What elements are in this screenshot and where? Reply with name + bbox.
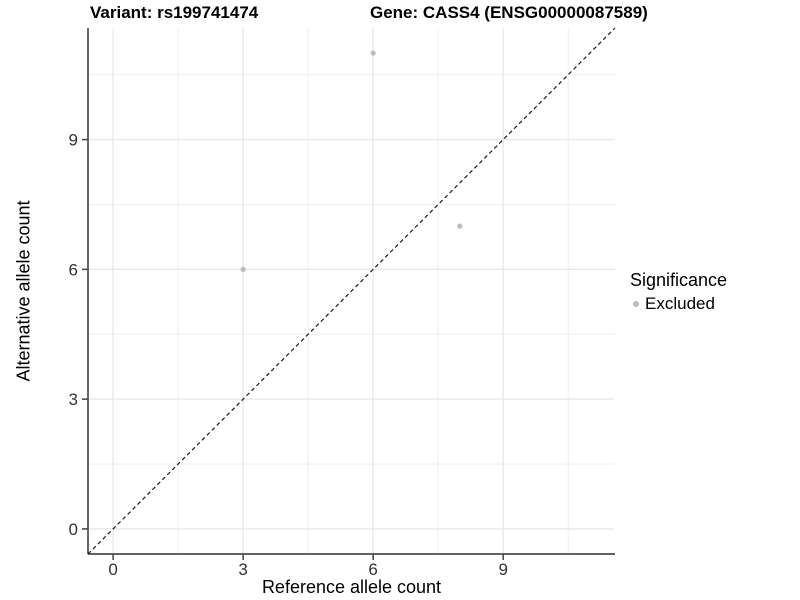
x-axis-title: Reference allele count <box>261 577 442 597</box>
identity-dashed-line <box>87 27 616 555</box>
plot-title-gene: Gene: CASS4 (ENSG00000087589) <box>370 3 648 22</box>
x-tick-label: 3 <box>238 560 247 579</box>
data-point <box>457 223 463 229</box>
legend-item-excluded: Excluded <box>630 294 727 314</box>
x-tick-label: 9 <box>498 560 507 579</box>
plot-title-variant: Variant: rs199741474 <box>90 3 259 22</box>
data-point <box>240 266 246 272</box>
excluded-point-icon <box>633 301 639 307</box>
y-tick-label: 6 <box>69 260 78 279</box>
y-tick-label: 3 <box>69 390 78 409</box>
legend-title: Significance <box>630 270 728 290</box>
y-axis-title: Alternative allele count <box>13 200 34 382</box>
y-tick-label: 9 <box>69 131 78 150</box>
legend-item-label: Excluded <box>645 294 715 313</box>
legend: Significance Excluded <box>630 270 727 314</box>
x-tick-label: 6 <box>368 560 377 579</box>
data-point <box>370 50 376 56</box>
y-tick-label: 0 <box>69 520 78 539</box>
x-tick-label: 0 <box>108 560 117 579</box>
